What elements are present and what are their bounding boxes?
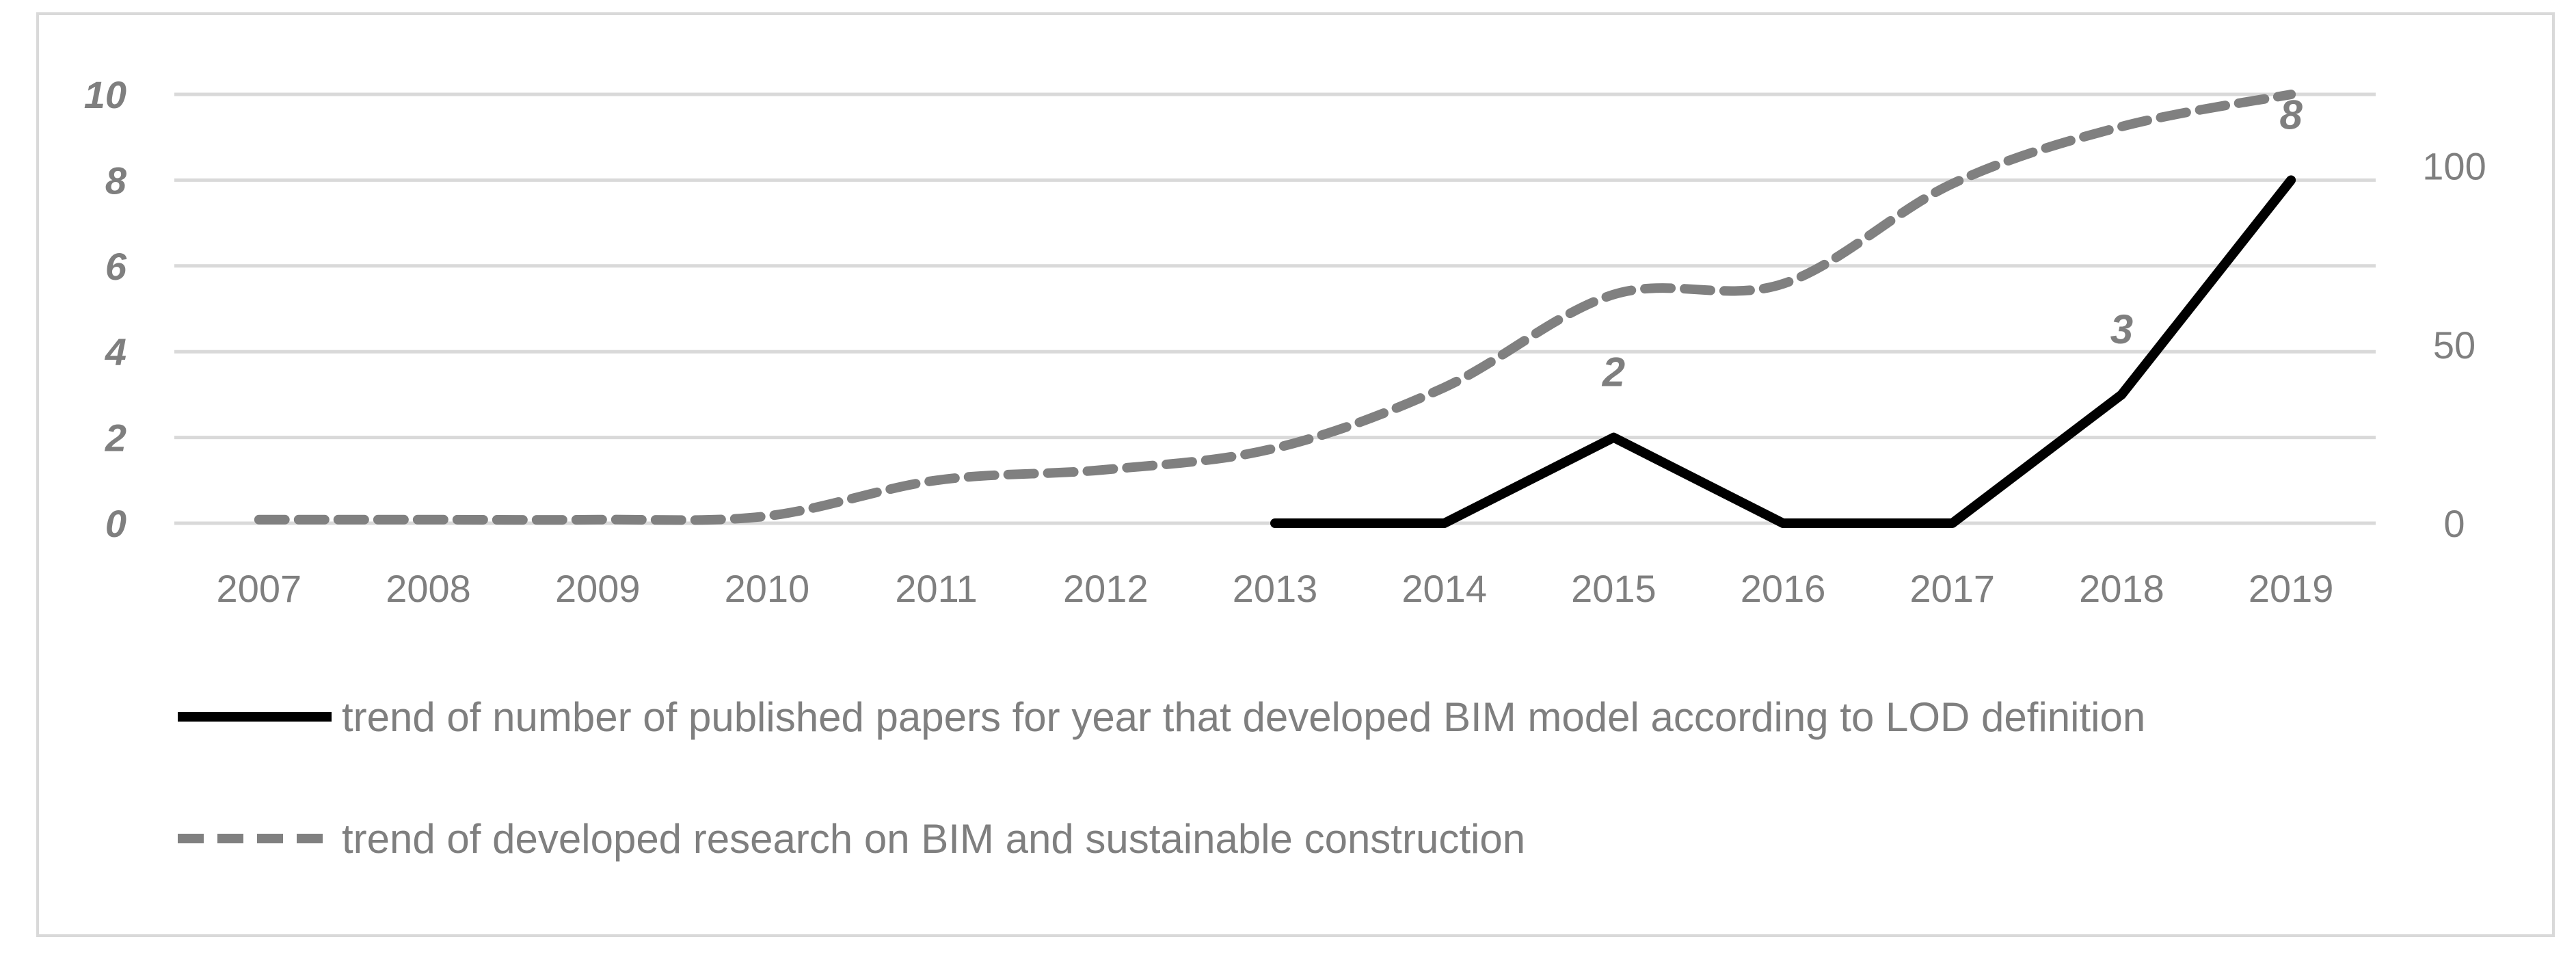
y-right-tick-label: 100 [2422,145,2486,188]
x-tick-label: 2019 [2249,567,2334,610]
series-line-papers [1270,175,2296,528]
data-label: 2 [1602,349,1625,395]
chart-border [36,12,2555,937]
series-line-research [254,90,2296,525]
y-left-tick-label: 4 [105,330,126,373]
data-label: 3 [2110,306,2133,352]
x-tick-label: 2008 [386,567,471,610]
y-left-tick-label: 8 [105,159,127,202]
x-tick-label: 2012 [1063,567,1149,610]
left-axis-ticks: 0 2 4 6 8 10 [84,73,127,545]
x-tick-label: 2010 [725,567,810,610]
y-left-tick-label: 0 [105,502,126,545]
x-tick-label: 2015 [1571,567,1656,610]
x-tick-label: 2007 [217,567,302,610]
x-tick-label: 2009 [555,567,641,610]
x-tick-label: 2013 [1233,567,1318,610]
data-label: 8 [2279,92,2303,137]
x-tick-label: 2018 [2079,567,2164,610]
y-left-tick-label: 10 [84,73,126,116]
x-tick-label: 2011 [895,567,977,610]
x-axis-ticks: 2007 2008 2009 2010 2011 2012 2013 2014 2015 2016… [217,567,2334,610]
y-left-tick-label: 2 [105,417,126,460]
x-tick-label: 2017 [1909,567,1995,610]
series-lines [254,90,2296,528]
gridlines [174,92,2376,525]
x-tick-label: 2016 [1741,567,1826,610]
right-axis-ticks: 0 50 100 [2422,145,2486,546]
legend: trend of number of published papers for … [178,694,2145,862]
x-tick-label: 2014 [1401,567,1487,610]
legend-label-research: trend of developed research on BIM and s… [342,816,1525,862]
y-left-tick-label: 6 [105,245,127,288]
y-right-tick-label: 50 [2433,324,2476,367]
data-labels: 2 3 8 [1602,92,2303,395]
y-right-tick-label: 0 [2443,502,2465,545]
legend-label-papers: trend of number of published papers for … [342,694,2145,740]
